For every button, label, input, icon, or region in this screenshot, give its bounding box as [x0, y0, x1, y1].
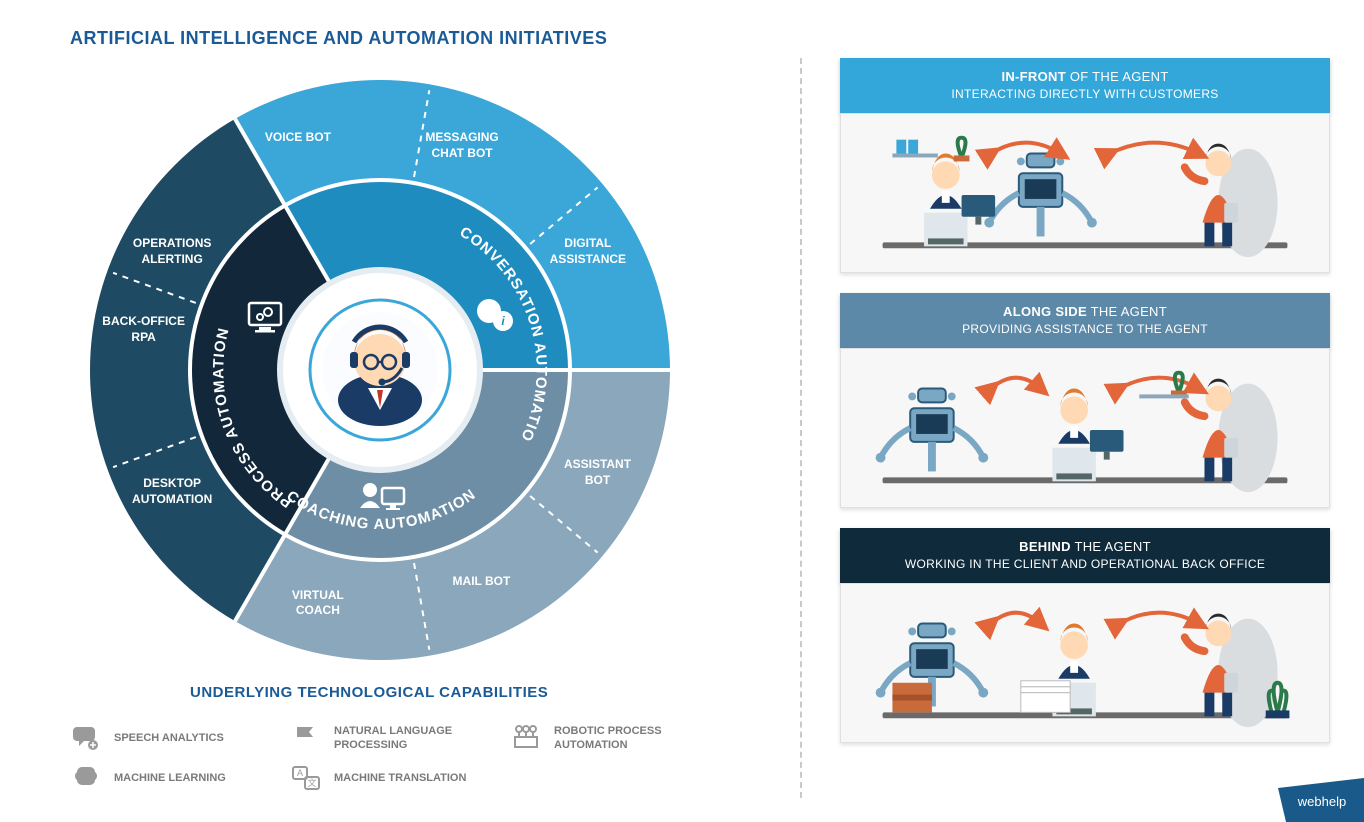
panel-illustration: [840, 583, 1330, 743]
svg-text:webhelp: webhelp: [1297, 794, 1346, 809]
capability-label: SPEECH ANALYTICS: [114, 731, 224, 745]
wheel-outer-label: BACK-OFFICERPA: [89, 314, 199, 345]
speech-icon: [70, 722, 102, 754]
capability-item: SPEECH ANALYTICS: [70, 722, 224, 754]
interaction-arrows-icon: [991, 613, 1198, 624]
capabilities-title: UNDERLYING TECHNOLOGICAL CAPABILITIES: [190, 684, 548, 701]
translate-icon: A文: [290, 762, 322, 794]
agent-figure-icon: [1052, 388, 1123, 481]
wheel-outer-label: MESSAGINGCHAT BOT: [407, 130, 517, 161]
capability-item: A文 MACHINE TRANSLATION: [290, 762, 466, 794]
capability-item: ROBOTIC PROCESS AUTOMATION: [510, 722, 714, 754]
panel-illustration: [840, 113, 1330, 273]
panel-header: BEHIND THE AGENTWORKING IN THE CLIENT AN…: [840, 528, 1330, 583]
interaction-arrows-icon: [991, 143, 1198, 154]
capability-item: NATURAL LANGUAGE PROCESSING: [290, 722, 494, 754]
wheel-outer-label: VIRTUALCOACH: [263, 588, 373, 619]
wheel-svg: PROCESS AUTOMATION CONVERSATION AUTOMATI…: [70, 60, 690, 680]
agent-panel: BEHIND THE AGENTWORKING IN THE CLIENT AN…: [840, 528, 1330, 743]
wheel-outer-label: MAIL BOT: [426, 574, 536, 590]
panel-header: IN-FRONT OF THE AGENTINTERACTING DIRECTL…: [840, 58, 1330, 113]
capability-label: ROBOTIC PROCESS AUTOMATION: [554, 724, 714, 753]
wheel-outer-label: DESKTOPAUTOMATION: [117, 476, 227, 507]
agent-avatar-icon: [322, 312, 438, 428]
initiatives-wheel: PROCESS AUTOMATION CONVERSATION AUTOMATI…: [70, 60, 690, 680]
capability-label: NATURAL LANGUAGE PROCESSING: [334, 724, 494, 753]
wheel-outer-label: ASSISTANTBOT: [543, 457, 653, 488]
webhelp-logo: webhelp: [1278, 778, 1364, 822]
robot-icon: [510, 722, 542, 754]
interaction-arrows-icon: [991, 378, 1198, 389]
flag-icon: [290, 722, 322, 754]
robot-icon: [876, 388, 989, 471]
capability-item: MACHINE LEARNING: [70, 762, 226, 794]
vertical-divider: [800, 58, 802, 798]
wheel-outer-label: VOICE BOT: [243, 130, 353, 146]
capability-label: MACHINE TRANSLATION: [334, 771, 466, 785]
wheel-outer-label: OPERATIONSALERTING: [117, 236, 227, 267]
capability-label: MACHINE LEARNING: [114, 771, 226, 785]
agent-panel: ALONG SIDE THE AGENTPROVIDING ASSISTANCE…: [840, 293, 1330, 508]
panel-illustration: [840, 348, 1330, 508]
svg-text:文: 文: [307, 777, 316, 788]
brain-icon: [70, 762, 102, 794]
agent-figure-icon: [924, 153, 995, 246]
agent-position-panels: IN-FRONT OF THE AGENTINTERACTING DIRECTL…: [840, 58, 1330, 743]
panel-header: ALONG SIDE THE AGENTPROVIDING ASSISTANCE…: [840, 293, 1330, 348]
robot-icon: [984, 153, 1097, 236]
page-title: ARTIFICIAL INTELLIGENCE AND AUTOMATION I…: [70, 28, 607, 49]
agent-panel: IN-FRONT OF THE AGENTINTERACTING DIRECTL…: [840, 58, 1330, 273]
svg-text:A: A: [297, 768, 303, 778]
wheel-outer-label: DIGITALASSISTANCE: [533, 236, 643, 267]
